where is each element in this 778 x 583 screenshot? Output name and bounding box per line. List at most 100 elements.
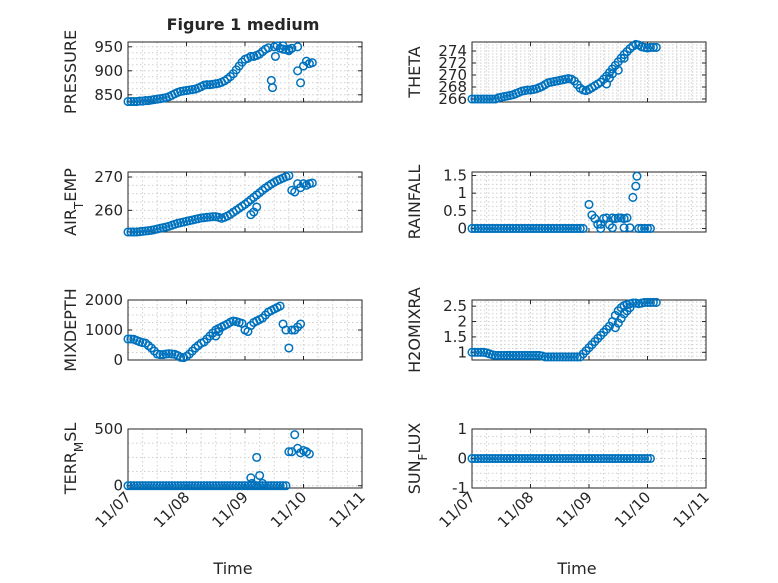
data-point bbox=[546, 453, 556, 464]
data-point bbox=[270, 51, 280, 61]
data-point bbox=[496, 350, 506, 360]
data-point bbox=[499, 350, 509, 360]
data-point bbox=[482, 223, 492, 234]
data-point bbox=[490, 223, 500, 234]
y-tick-label: 950 bbox=[94, 38, 123, 56]
data-point bbox=[487, 223, 498, 234]
y-tick-label: 2.5 bbox=[443, 297, 467, 315]
y-tick-label: 1.5 bbox=[443, 328, 467, 346]
data-point bbox=[651, 297, 661, 308]
data-point bbox=[563, 223, 574, 234]
data-point bbox=[628, 453, 638, 464]
data-point bbox=[167, 349, 177, 359]
data-point bbox=[490, 453, 500, 464]
data-point bbox=[584, 199, 594, 210]
data-point bbox=[281, 481, 291, 491]
y-tick-label: 2 bbox=[457, 313, 467, 331]
data-point bbox=[473, 223, 483, 234]
data-point bbox=[552, 223, 562, 234]
data-point bbox=[523, 85, 533, 95]
data-point bbox=[525, 453, 536, 464]
data-point bbox=[467, 94, 477, 104]
data-point bbox=[616, 313, 626, 324]
data-point bbox=[581, 453, 591, 464]
data-point bbox=[540, 223, 550, 234]
data-point bbox=[575, 223, 585, 234]
y-tick-label: 0.5 bbox=[443, 202, 467, 220]
data-point bbox=[511, 453, 521, 464]
data-point bbox=[517, 453, 527, 464]
data-point bbox=[528, 453, 538, 464]
data-point bbox=[272, 481, 282, 491]
data-point bbox=[237, 481, 247, 491]
data-point bbox=[632, 171, 642, 181]
data-point bbox=[572, 453, 582, 464]
data-point bbox=[252, 452, 262, 462]
x-tick-label: 11/09 bbox=[209, 488, 252, 531]
data-point bbox=[499, 453, 509, 464]
data-point bbox=[622, 453, 632, 464]
y-tick-label: 1.5 bbox=[443, 167, 467, 185]
x-axis-label: Time bbox=[556, 559, 596, 578]
y-axis-label: RAINFALL bbox=[405, 165, 424, 240]
data-point bbox=[184, 481, 194, 491]
y-tick-label: 270 bbox=[94, 168, 123, 186]
data-point bbox=[645, 223, 655, 234]
data-point bbox=[141, 481, 151, 491]
y-tick-label: 260 bbox=[94, 201, 123, 219]
data-point bbox=[505, 350, 515, 360]
data-point bbox=[126, 227, 136, 237]
data-point bbox=[561, 223, 571, 234]
data-point bbox=[520, 223, 530, 234]
data-point bbox=[569, 223, 579, 234]
data-point bbox=[284, 447, 294, 457]
data-point bbox=[473, 94, 483, 104]
data-point bbox=[479, 453, 489, 464]
data-point bbox=[578, 453, 588, 464]
data-point bbox=[246, 473, 256, 483]
data-point bbox=[625, 453, 635, 464]
data-point bbox=[558, 352, 568, 362]
y-tick-label: -1 bbox=[452, 479, 467, 497]
data-point bbox=[640, 223, 650, 234]
data-point bbox=[563, 352, 574, 362]
x-tick-label: 11/08 bbox=[150, 488, 193, 531]
y-tick-label: 0 bbox=[457, 219, 467, 237]
data-point bbox=[555, 223, 565, 234]
data-point bbox=[214, 481, 224, 491]
data-point bbox=[628, 192, 638, 202]
data-point bbox=[540, 352, 550, 362]
data-point bbox=[138, 481, 148, 491]
data-point bbox=[528, 350, 538, 360]
data-point bbox=[470, 94, 480, 104]
y-tick-label: 0 bbox=[113, 351, 123, 369]
data-point bbox=[631, 453, 641, 464]
data-point bbox=[152, 481, 162, 491]
data-point bbox=[593, 453, 603, 464]
data-point bbox=[563, 453, 574, 464]
data-point bbox=[648, 297, 658, 308]
x-axis-label: Time bbox=[212, 559, 252, 578]
data-point bbox=[129, 227, 139, 237]
data-point bbox=[496, 453, 506, 464]
data-point bbox=[622, 213, 632, 223]
data-point bbox=[523, 350, 533, 360]
data-point bbox=[514, 350, 524, 360]
data-point bbox=[129, 481, 139, 491]
data-point bbox=[493, 223, 503, 234]
data-point bbox=[546, 223, 556, 234]
data-point bbox=[508, 453, 518, 464]
data-point bbox=[135, 481, 145, 491]
data-point bbox=[604, 321, 615, 331]
data-point bbox=[129, 96, 139, 107]
data-point bbox=[642, 223, 653, 234]
data-point bbox=[266, 75, 276, 85]
y-tick-label: 268 bbox=[438, 78, 467, 96]
data-point bbox=[476, 223, 486, 234]
data-point bbox=[179, 481, 189, 491]
data-point bbox=[508, 223, 518, 234]
